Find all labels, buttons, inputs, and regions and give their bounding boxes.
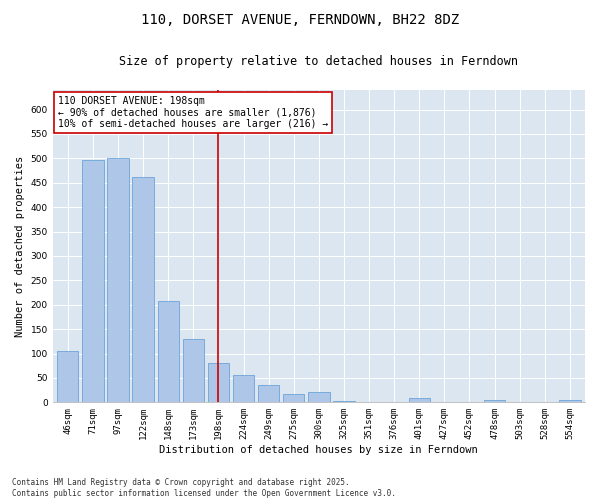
Bar [57,351,79,403]
Bar [182,339,204,402]
Bar [308,392,329,402]
Bar [233,376,254,402]
X-axis label: Distribution of detached houses by size in Ferndown: Distribution of detached houses by size … [160,445,478,455]
Text: 110, DORSET AVENUE, FERNDOWN, BH22 8DZ: 110, DORSET AVENUE, FERNDOWN, BH22 8DZ [141,12,459,26]
Title: Size of property relative to detached houses in Ferndown: Size of property relative to detached ho… [119,55,518,68]
Bar [409,398,430,402]
Bar [258,386,279,402]
Bar [133,177,154,402]
Bar [283,394,304,402]
Bar [484,400,505,402]
Bar [82,160,104,402]
Y-axis label: Number of detached properties: Number of detached properties [15,156,25,337]
Bar [107,158,128,402]
Bar [559,400,581,402]
Bar [158,302,179,402]
Text: Contains HM Land Registry data © Crown copyright and database right 2025.
Contai: Contains HM Land Registry data © Crown c… [12,478,396,498]
Text: 110 DORSET AVENUE: 198sqm
← 90% of detached houses are smaller (1,876)
10% of se: 110 DORSET AVENUE: 198sqm ← 90% of detac… [58,96,328,129]
Bar [208,364,229,403]
